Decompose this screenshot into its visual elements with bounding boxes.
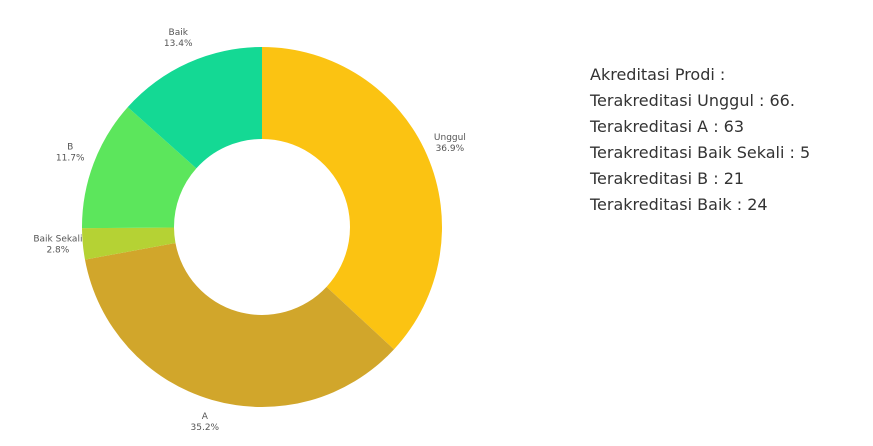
slice-label: Baik Sekali — [33, 234, 82, 244]
slice-value-label: 2.8% — [46, 245, 69, 255]
slice — [84, 242, 394, 408]
slice-value-label: 11.7% — [56, 154, 85, 164]
info-line: Terakreditasi Baik Sekali : 5 — [590, 143, 811, 162]
info-line: Terakreditasi A : 63 — [590, 117, 745, 136]
slice-value-label: 36.9% — [436, 144, 465, 154]
slice — [82, 107, 197, 229]
info-line: Terakreditasi Baik : 24 — [590, 195, 768, 214]
slice-label: Unggul — [434, 133, 466, 143]
slice-label: Baik — [169, 28, 189, 38]
slice-label: B — [67, 143, 73, 153]
slice — [127, 47, 262, 169]
slice — [262, 47, 442, 350]
info-line: Terakreditasi Unggul : 66. — [590, 91, 795, 110]
info-line: Terakreditasi B : 21 — [590, 169, 745, 188]
slice-label: A — [202, 412, 209, 422]
slice-value-label: 13.4% — [164, 39, 193, 49]
info-panel: Akreditasi Prodi : Terakreditasi Unggul … — [590, 62, 810, 218]
info-title: Akreditasi Prodi : — [590, 65, 726, 84]
slice-value-label: 35.2% — [191, 423, 220, 433]
slice — [82, 227, 176, 260]
